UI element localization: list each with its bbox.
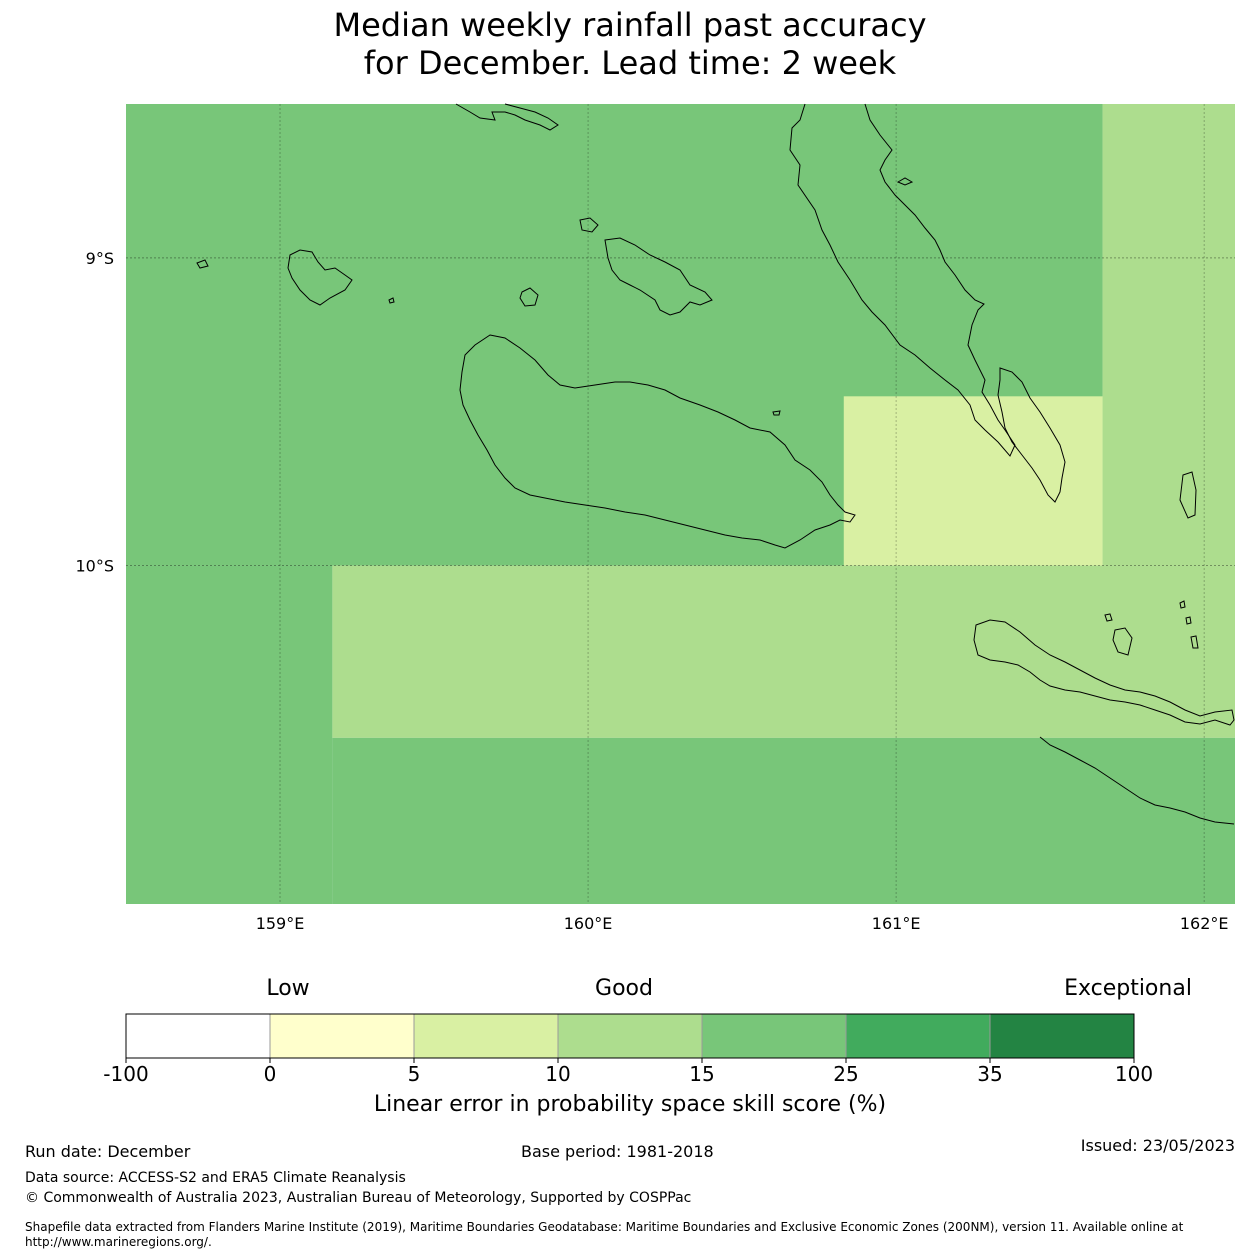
lon-tick-label-1: 160°E — [564, 914, 613, 933]
coastline-islet-dot-1 — [388, 297, 395, 304]
colorbar-tick-label-1: 0 — [264, 1062, 277, 1086]
coastline-islet-east-1 — [1179, 471, 1197, 519]
skill-cell-1 — [1102, 104, 1235, 566]
axis-tick-labels: 159°E 160°E 161°E 162°E 9°S 10°S — [75, 249, 1228, 933]
copyright: © Commonwealth of Australia 2023, Austra… — [25, 1190, 692, 1206]
skill-cell-2 — [843, 396, 1103, 566]
colorbar-bin-4 — [701, 1013, 847, 1059]
coastlines — [196, 103, 1235, 825]
colorbar-bin-0 — [125, 1013, 271, 1059]
lon-tick-label-2: 161°E — [872, 914, 921, 933]
colorbar-tick-label-2: 5 — [408, 1062, 421, 1086]
lat-tick-label-1: 10°S — [75, 557, 114, 576]
coastline-islet-west — [196, 259, 209, 269]
title-line-1: Median weekly rainfall past accuracy — [333, 6, 927, 44]
coastline-makira — [973, 619, 1235, 726]
coastline-ngella-main — [604, 237, 713, 316]
coastline-ulawa — [1112, 627, 1133, 656]
skill-cell-4 — [332, 565, 1235, 738]
run-date: Run date: December — [25, 1142, 191, 1161]
colorbar-bin-6 — [989, 1013, 1135, 1059]
coastline-islet-east-3 — [1179, 600, 1186, 609]
coastline-malaita — [997, 367, 1066, 503]
coastline-north-islets — [455, 103, 559, 131]
graticule — [126, 104, 1235, 904]
coastline-islet-east-5 — [1190, 635, 1199, 649]
skill-cell-5 — [332, 737, 1235, 904]
coastline-makira-south — [1039, 736, 1235, 825]
colorbar-bin-5 — [845, 1013, 991, 1059]
lon-tick-label-3: 162°E — [1180, 914, 1229, 933]
colorbar-label: Linear error in probability space skill … — [373, 1092, 887, 1117]
colorbar-bin-3 — [557, 1013, 703, 1059]
coastline-santa-isabel — [789, 103, 1016, 457]
colorbar-tick-label-4: 15 — [689, 1062, 714, 1086]
skill-cells — [126, 104, 1235, 904]
lat-tick-label-0: 9°S — [86, 249, 114, 268]
coastline-islet-east-4 — [1185, 616, 1192, 625]
colorbar-bin-2 — [413, 1013, 559, 1059]
map-title: Median weekly rainfall past accuracy for… — [0, 6, 1260, 82]
lon-tick-label-0: 159°E — [256, 914, 305, 933]
colorbar-word-1: Good — [595, 976, 653, 1001]
colorbar-tick-label-6: 35 — [977, 1062, 1002, 1086]
shapefile-credit: Shapefile data extracted from Flanders M… — [25, 1220, 1184, 1249]
colorbar-outline — [125, 1013, 1135, 1059]
coastline-guadalcanal — [459, 334, 856, 549]
colorbar-tick-label-7: 100 — [1115, 1062, 1153, 1086]
colorbar-tick-label-0: -100 — [103, 1062, 148, 1086]
skill-cell-3 — [126, 565, 333, 904]
coastline-islet-east-2 — [1104, 613, 1113, 622]
coastline-islet-small — [519, 287, 539, 307]
colorbar-word-2: Exceptional — [1064, 976, 1192, 1001]
coastline-isabel-islet — [896, 177, 914, 186]
issued-date: Issued: 23/05/2023 — [1080, 1136, 1235, 1155]
data-source: Data source: ACCESS-S2 and ERA5 Climate … — [25, 1170, 406, 1186]
colorbar-word-0: Low — [266, 976, 309, 1001]
colorbar-tick-label-5: 25 — [833, 1062, 858, 1086]
coastline-ngella — [579, 217, 599, 233]
colorbar: -100 0 5 10 15 25 35 100 Low Good Exceptional — [103, 976, 1192, 1086]
coastline-islet-dot-2 — [772, 410, 781, 416]
coastline-russell-islands — [287, 249, 353, 306]
colorbar-bin-1 — [269, 1013, 415, 1059]
colorbar-tick-label-3: 10 — [545, 1062, 570, 1086]
base-period: Base period: 1981-2018 — [521, 1142, 714, 1161]
title-line-2: for December. Lead time: 2 week — [363, 44, 897, 82]
